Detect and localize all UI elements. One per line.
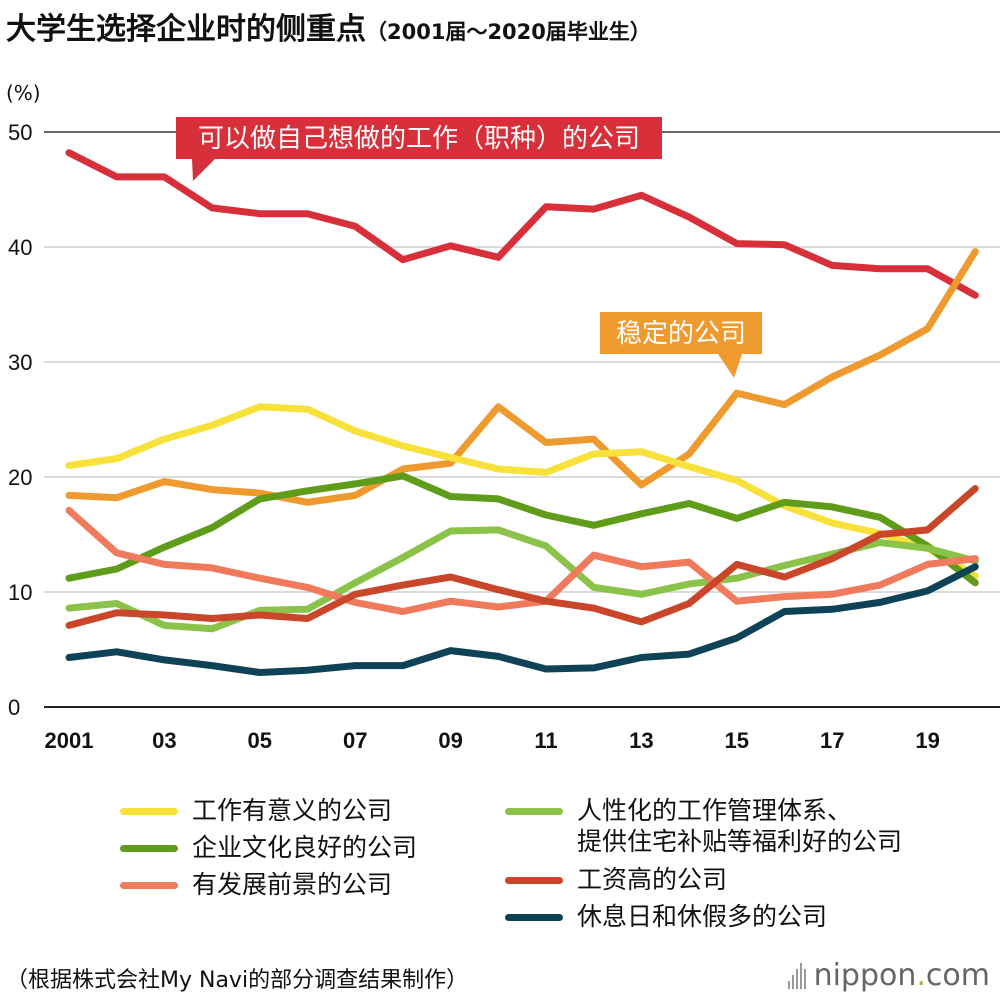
legend-swatch	[120, 845, 178, 852]
series-line-8	[65, 563, 979, 676]
legend-label: 休息日和休假多的公司	[577, 902, 828, 931]
chart-title: 大学生选择企业时的侧重点（2001届～2020届毕业生）	[6, 4, 651, 48]
x-tick-label: 11	[534, 728, 557, 753]
chart-title-sub: （2001届～2020届毕业生）	[366, 20, 651, 44]
legend-item: 工作有意义的公司	[120, 795, 392, 826]
y-tick-label: 50	[8, 120, 32, 145]
axis-labels: (%) 0 10 20 30 40 50 2001 03 05 07 09 11 13 15 17 19	[6, 81, 940, 753]
legend-swatch	[505, 914, 563, 921]
legend-label: 有发展前景的公司	[192, 870, 393, 899]
logo-bars-icon	[787, 962, 808, 989]
x-tick-label: 09	[438, 728, 462, 753]
legend-swatch	[505, 877, 563, 884]
callout-pointer	[192, 159, 215, 181]
legend-swatch	[505, 808, 563, 815]
legend-label-line2: 提供住宅补贴等福利好的公司	[577, 827, 903, 856]
y-unit-label: (%)	[6, 81, 41, 105]
callout-1: 可以做自己想做的工作（职种）的公司	[176, 117, 662, 181]
x-tick-label: 2001	[45, 728, 94, 753]
logo-text: nippon	[813, 958, 917, 993]
series-line-2	[65, 248, 979, 506]
x-tick-label: 03	[152, 728, 176, 753]
series-line-4	[65, 472, 979, 587]
legend-label: 人性化的工作管理体系、	[577, 796, 853, 825]
legend-item: 企业文化良好的公司	[120, 832, 417, 863]
y-tick-label: 40	[8, 235, 32, 260]
callout-pointer	[718, 354, 742, 378]
source-note: （根据株式会社My Navi的部分调查结果制作）	[6, 968, 469, 993]
callout-2: 稳定的公司	[600, 312, 762, 378]
series-lines	[65, 149, 979, 676]
y-tick-label: 0	[8, 695, 20, 720]
legend-label: 工作有意义的公司	[192, 796, 393, 825]
y-tick-label: 20	[8, 465, 32, 490]
y-tick-label: 10	[8, 580, 32, 605]
x-tick-label: 13	[629, 728, 653, 753]
series-line-1	[65, 149, 979, 299]
legend-item: 工资高的公司	[505, 864, 727, 895]
x-tick-label: 15	[725, 728, 749, 753]
grid-lines	[44, 131, 1000, 708]
callout-box	[600, 312, 762, 354]
legend-item: 休息日和休假多的公司	[505, 901, 827, 932]
series-line-5	[65, 526, 979, 633]
x-tick-label: 17	[820, 728, 844, 753]
callout-label: 稳定的公司	[616, 319, 746, 349]
series-line-7	[65, 485, 979, 629]
callout-label: 可以做自己想做的工作（职种）的公司	[198, 124, 640, 154]
logo-text-tail: com	[925, 958, 990, 993]
x-tick-label: 19	[915, 728, 939, 753]
line-chart: (%) 0 10 20 30 40 50 2001 03 05 07 09 11 13 15 17 19 可以做…	[6, 81, 1000, 753]
callout-box	[176, 117, 662, 159]
x-tick-label: 05	[248, 728, 272, 753]
legend-label: 企业文化良好的公司	[192, 833, 418, 862]
legend-label: 工资高的公司	[577, 865, 728, 894]
legend-item: 人性化的工作管理体系、 提供住宅补贴等福利好的公司	[505, 795, 902, 857]
nippon-logo: nippon. com	[787, 958, 990, 993]
legend-item: 有发展前景的公司	[120, 869, 392, 900]
legend-swatch	[120, 808, 178, 815]
chart-title-main: 大学生选择企业时的侧重点	[6, 12, 366, 47]
logo-dot: .	[916, 958, 926, 993]
y-tick-label: 30	[8, 350, 32, 375]
series-line-3	[65, 403, 979, 580]
series-line-6	[65, 506, 979, 615]
x-tick-label: 07	[343, 728, 367, 753]
legend-label-multiline: 人性化的工作管理体系、 提供住宅补贴等福利好的公司	[577, 795, 902, 857]
legend-swatch	[120, 882, 178, 889]
